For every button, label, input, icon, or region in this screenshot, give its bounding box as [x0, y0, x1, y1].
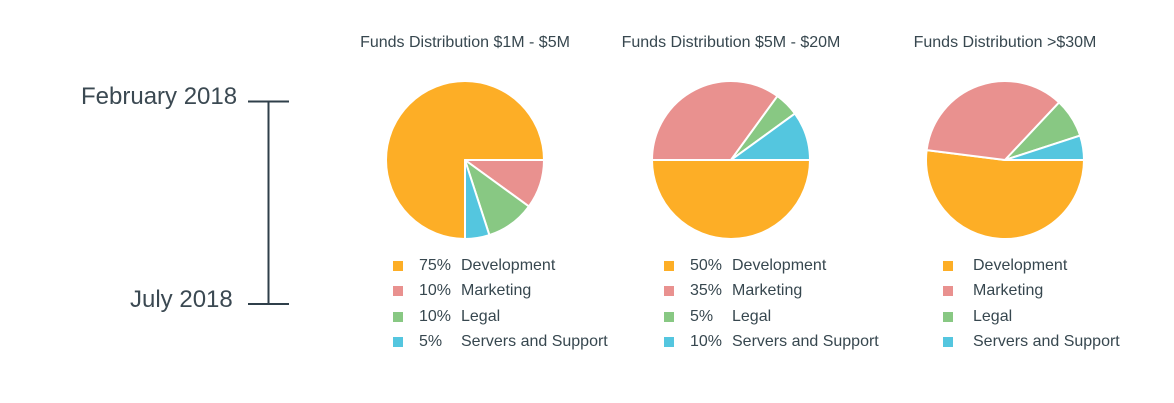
- legend-label: Marketing: [732, 282, 803, 300]
- pie-slice-marketing: [651, 80, 779, 161]
- pie-slice-servers-and-support: [1004, 134, 1085, 161]
- legend-label: Legal: [732, 307, 772, 325]
- legend-item-servers-and-support: 5% Servers and Support: [393, 330, 608, 356]
- pie-slice-marketing: [925, 80, 1061, 161]
- pie-chart-1: Funds Distribution $1M - $5M 75% Develop…: [315, 0, 615, 403]
- legend-label: Servers and Support: [461, 333, 608, 351]
- pie-slice-development: [925, 149, 1085, 240]
- pie-slice-servers-and-support: [464, 159, 491, 240]
- legend-label: Development: [732, 256, 827, 274]
- legend-value: 50%: [690, 256, 723, 274]
- legend-item-servers-and-support: Servers and Support: [943, 330, 1120, 356]
- chart-title: Funds Distribution $5M - $20M: [621, 34, 841, 51]
- legend-label: Marketing: [461, 282, 532, 300]
- legend-label: Development: [973, 256, 1068, 274]
- legend-swatch-development: [664, 260, 674, 271]
- legend-label: Servers and Support: [973, 333, 1120, 351]
- legend-swatch-servers-and-support: [664, 337, 674, 348]
- legend-label: Legal: [461, 307, 501, 325]
- legend-value: 5%: [690, 307, 714, 325]
- legend-swatch-marketing: [664, 286, 674, 297]
- legend-value: 10%: [419, 282, 452, 300]
- pie-slice-servers-and-support: [730, 112, 811, 161]
- legend-item-legal: Legal: [943, 304, 1120, 330]
- chart-title: Funds Distribution $1M - $5M: [360, 34, 570, 51]
- legend-label: Marketing: [973, 282, 1044, 300]
- legend-swatch-servers-and-support: [943, 337, 953, 348]
- legend-item-legal: 5% Legal: [664, 304, 879, 330]
- pie-chart-2-plot: [651, 80, 811, 240]
- timeline-end-label: July 2018: [130, 286, 233, 313]
- legend-value: 35%: [690, 282, 723, 300]
- chart-title: Funds Distribution >$30M: [913, 34, 1097, 51]
- chart-legend: 75% Development 10% Marketing 10% Legal …: [393, 253, 608, 355]
- legend-item-development: 75% Development: [393, 253, 608, 279]
- pie-chart-3: Funds Distribution >$30M Development Mar…: [855, 0, 1155, 403]
- legend-swatch-servers-and-support: [393, 337, 403, 348]
- legend-label: Development: [461, 256, 556, 274]
- legend-value: 5%: [419, 333, 443, 351]
- pie-chart-2: Funds Distribution $5M - $20M 50% Develo…: [581, 0, 881, 403]
- pie-chart-3-plot: [925, 80, 1085, 240]
- legend-item-marketing: Marketing: [943, 279, 1120, 305]
- legend-value: 10%: [690, 333, 723, 351]
- chart-legend: 50% Development 35% Marketing 5% Legal 1…: [664, 253, 879, 355]
- legend-swatch-development: [393, 260, 403, 271]
- legend-value: 75%: [419, 256, 452, 274]
- timeline-start-label: February 2018: [81, 83, 238, 110]
- legend-item-marketing: 10% Marketing: [393, 279, 608, 305]
- pie-slice-development: [651, 159, 811, 240]
- chart-legend: Development Marketing Legal Servers and …: [943, 253, 1120, 355]
- legend-item-development: 50% Development: [664, 253, 879, 279]
- legend-swatch-legal: [664, 311, 674, 322]
- legend-swatch-development: [943, 260, 953, 271]
- legend-item-development: Development: [943, 253, 1120, 279]
- legend-item-marketing: 35% Marketing: [664, 279, 879, 305]
- pie-chart-1-plot: [385, 80, 545, 240]
- legend-item-servers-and-support: 10% Servers and Support: [664, 330, 879, 356]
- legend-swatch-marketing: [393, 286, 403, 297]
- legend-label: Legal: [973, 307, 1013, 325]
- legend-label: Servers and Support: [732, 333, 879, 351]
- legend-swatch-legal: [393, 311, 403, 322]
- legend-item-legal: 10% Legal: [393, 304, 608, 330]
- legend-swatch-legal: [943, 311, 953, 322]
- legend-swatch-marketing: [943, 286, 953, 297]
- legend-value: 10%: [419, 307, 452, 325]
